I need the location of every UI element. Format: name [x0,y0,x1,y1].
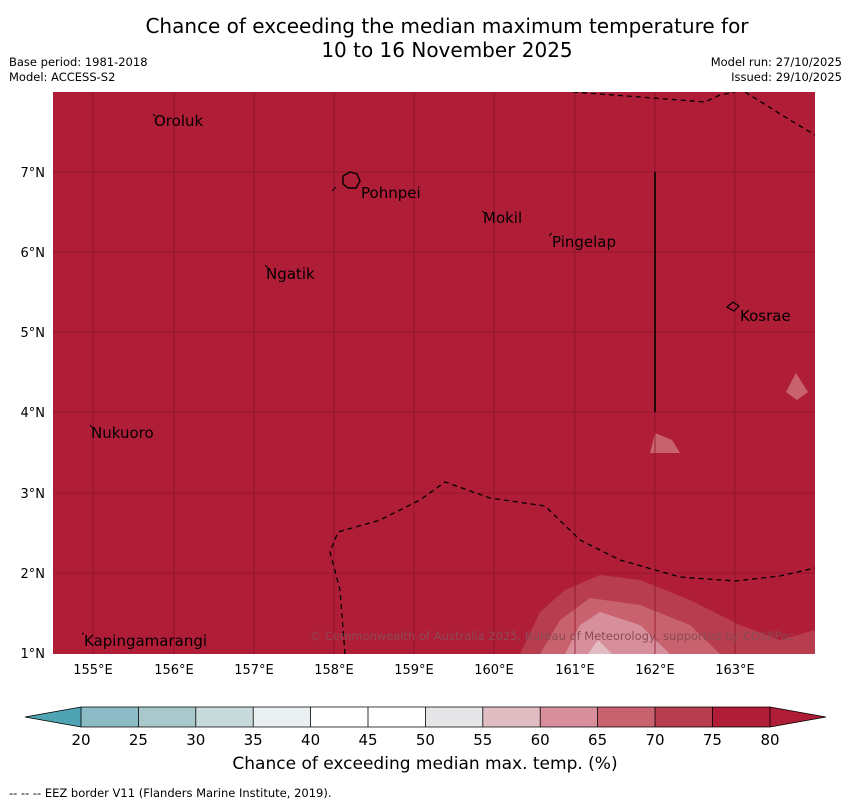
colorbar-tick-50: 50 [416,731,435,749]
title-line-2: 10 to 16 November 2025 [321,38,573,62]
colorbar-low-arrow [25,707,81,727]
lon-tick-158e: 158°E [314,663,354,678]
colorbar-tick-45: 45 [358,731,377,749]
colorbar-tick-70: 70 [645,731,664,749]
gridlines [53,92,815,654]
colorbar-segment-70-75 [655,707,713,727]
copyright-text: © Commonwealth of Australia 2025, Bureau… [310,629,794,643]
place-nukuoro: Nukuoro [91,424,154,442]
atoll-marks [81,113,553,635]
colorbar-tick-55: 55 [473,731,492,749]
colorbar-segment-60-65 [540,707,598,727]
lat-tick-2n: 2°N [21,567,46,582]
colorbar-segment-50-55 [425,707,483,727]
eez-borders [329,92,815,654]
colorbar: 20 25 30 35 40 45 50 55 60 65 70 75 80 [24,706,827,749]
colorbar-tick-75: 75 [703,731,722,749]
place-mokil: Mokil [483,209,522,227]
kosrae-island [725,301,740,312]
colorbar-segment-20-25 [81,707,139,727]
colorbar-segment-40-45 [310,707,368,727]
place-kosrae: Kosrae [740,307,791,325]
colorbar-segment-75-80 [712,707,770,727]
lat-tick-3n: 3°N [21,487,46,502]
lon-tick-161e: 161°E [555,663,595,678]
colorbar-segment-45-50 [368,707,426,727]
colorbar-tick-60: 60 [531,731,550,749]
lon-tick-156e: 156°E [154,663,194,678]
contour-60 [588,640,612,654]
place-ngatik: Ngatik [266,265,315,283]
colorbar-tick-30: 30 [186,731,205,749]
contour-patch-1 [650,433,680,453]
colorbar-segment-25-30 [138,707,196,727]
colorbar-tick-40: 40 [301,731,320,749]
metadata-left: Base period: 1981-2018 Model: ACCESS-S2 [9,55,148,85]
metadata-right: Model run: 27/10/2025 Issued: 29/10/2025 [711,55,842,85]
pohnpei-island [342,171,361,189]
base-period: Base period: 1981-2018 [9,55,148,69]
colorbar-high-arrow [770,707,826,727]
lat-tick-5n: 5°N [21,326,46,341]
colorbar-tick-65: 65 [588,731,607,749]
lon-tick-157e: 157°E [234,663,274,678]
colorbar-segment-35-40 [253,707,311,727]
eez-legend-note: -- -- -- EEZ border V11 (Flanders Marine… [9,786,332,800]
lat-tick-6n: 6°N [21,246,46,261]
colorbar-tick-20: 20 [71,731,90,749]
colorbar-segment-30-35 [195,707,254,727]
colorbar-tick-80: 80 [760,731,779,749]
colorbar-tick-25: 25 [129,731,148,749]
place-oroluk: Oroluk [154,112,203,130]
islet-mark [331,186,337,192]
map-area [53,92,815,654]
lon-tick-163e: 163°E [715,663,755,678]
colorbar-segment-65-70 [597,707,655,727]
colorbar-label: Chance of exceeding median max. temp. (%… [232,754,618,774]
lat-tick-4n: 4°N [21,406,46,421]
place-pingelap: Pingelap [552,233,616,251]
model-name: Model: ACCESS-S2 [9,70,116,84]
lon-tick-159e: 159°E [394,663,434,678]
chart-title: Chance of exceeding the median maximum t… [0,14,850,62]
lon-tick-160e: 160°E [474,663,514,678]
lon-tick-155e: 155°E [73,663,113,678]
contour-patch-2 [786,373,808,400]
place-pohnpei: Pohnpei [361,184,421,202]
model-run: Model run: 27/10/2025 [710,55,842,69]
colorbar-segment-55-60 [482,707,541,727]
contour-65 [565,612,670,654]
place-kapingamarangi: Kapingamarangi [84,632,207,650]
colorbar-dividers [80,707,771,727]
title-line-1: Chance of exceeding the median maximum t… [145,14,749,38]
lat-tick-1n: 1°N [21,647,46,662]
issued-date: Issued: 29/10/2025 [731,70,842,84]
lon-tick-162e: 162°E [635,663,675,678]
colorbar-tick-35: 35 [244,731,263,749]
lat-tick-7n: 7°N [21,166,46,181]
